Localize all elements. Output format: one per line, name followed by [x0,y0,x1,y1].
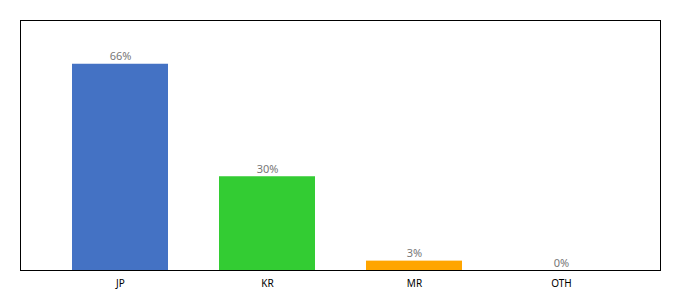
svg-text:0%: 0% [554,255,569,270]
svg-text:MR: MR [407,276,423,290]
svg-text:KR: KR [261,276,274,290]
svg-text:3%: 3% [407,245,422,260]
svg-text:30%: 30% [257,161,279,176]
svg-text:66%: 66% [110,48,132,63]
svg-text:OTH: OTH [551,276,571,290]
svg-text:JP: JP [115,276,125,290]
